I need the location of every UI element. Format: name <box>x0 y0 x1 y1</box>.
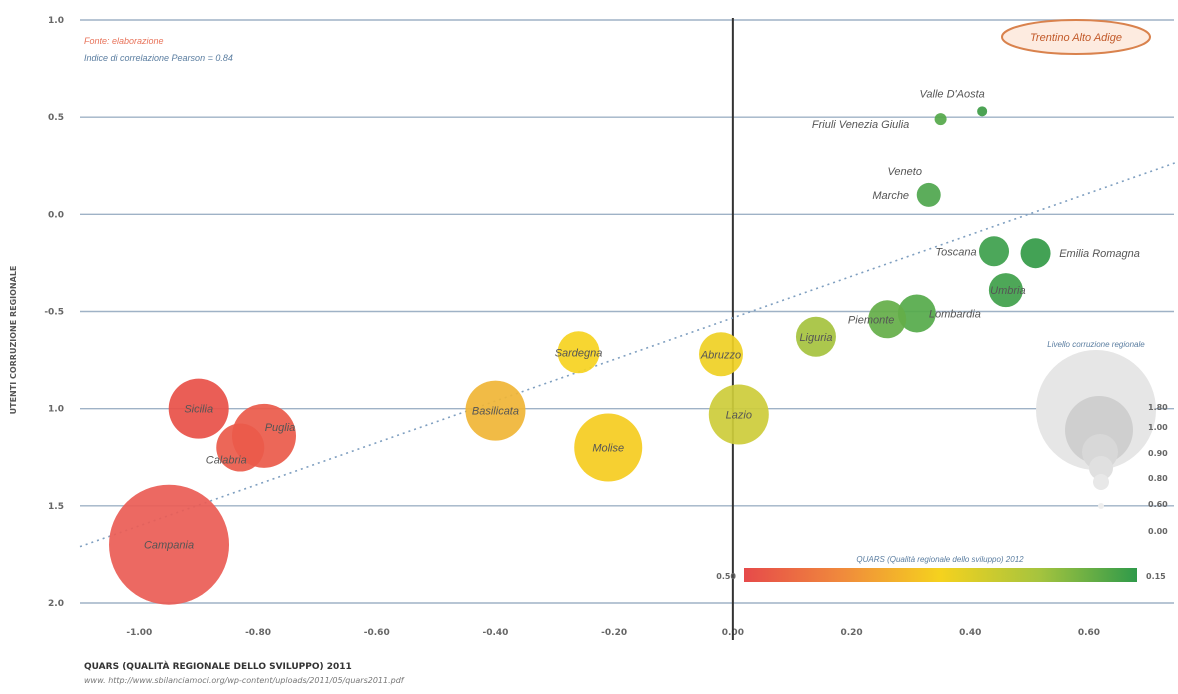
size-legend-value: 1.00 <box>1148 423 1168 432</box>
color-legend-title: QUARS (Qualità regionale dello sviluppo)… <box>856 555 1024 564</box>
bubble-label: Trentino Alto Adige <box>1030 32 1122 44</box>
x-tick-label: -0.20 <box>601 628 627 638</box>
bubble-label: Piemonte <box>848 314 894 326</box>
bubble-label: Abruzzo <box>700 349 741 361</box>
x-tick-label: 0.40 <box>959 628 981 638</box>
bubble-label: Sicilia <box>184 404 213 416</box>
bubble <box>795 316 836 357</box>
bubble <box>574 413 643 482</box>
bubble-label: Basilicata <box>472 406 519 418</box>
bubble <box>465 380 526 441</box>
bubble-label: Toscana <box>935 246 976 258</box>
bubbles <box>109 106 1051 605</box>
bubble <box>1020 238 1051 269</box>
x-tick-label: -0.60 <box>364 628 390 638</box>
bubble-label: Lazio <box>726 409 752 421</box>
bubble <box>977 106 988 117</box>
y-tick-label: 0.5 <box>48 113 64 123</box>
y-axis-ticks: 1.0 0.5 0.0 -0.5 1.0 1.5 2.0 <box>44 16 64 609</box>
color-legend-min: 0.50 <box>716 572 736 581</box>
size-legend-title: Livello corruzione regionale <box>1047 340 1145 349</box>
bubble-label: Veneto <box>887 166 921 178</box>
bubble-labels: Trentino Alto Adige Valle D'Aosta Friuli V… <box>144 19 1151 552</box>
size-legend-value: 1.80 <box>1148 403 1168 412</box>
y-tick-label: 0.0 <box>48 210 64 220</box>
y-tick-label: 1.5 <box>48 502 64 512</box>
bubble <box>168 378 229 439</box>
y-tick-label: 1.0 <box>48 405 64 415</box>
grid-lines <box>80 19 1174 604</box>
x-tick-label: -1.00 <box>126 628 152 638</box>
annotations: Fonte: elaborazione Indice di correlazion… <box>84 36 233 63</box>
size-legend: Livello corruzione regionale 1.80 1.00 0.90… <box>1036 340 1168 536</box>
footer-source: www. http://www.sbilanciamoci.org/wp-con… <box>84 676 404 685</box>
bubble <box>988 273 1023 308</box>
bubble <box>868 300 907 339</box>
bubble-label: Molise <box>592 443 624 455</box>
bubble <box>698 332 743 377</box>
color-legend-bar <box>744 568 1137 582</box>
bubble-label: Valle D'Aosta <box>919 88 984 100</box>
bubble-label: Friuli Venezia Giulia <box>812 119 909 131</box>
bubble-label: Emilia Romagna <box>1059 248 1140 260</box>
x-tick-label: -0.40 <box>482 628 508 638</box>
x-tick-label: -0.80 <box>245 628 271 638</box>
highlight-ellipse <box>1001 19 1151 55</box>
y-tick-label: 2.0 <box>48 599 64 609</box>
size-legend-value: 0.80 <box>1148 474 1168 483</box>
size-legend-value: 0.60 <box>1148 500 1168 509</box>
annotation-pearson: Indice di correlazione Pearson = 0.84 <box>84 53 233 63</box>
footer-title: QUARS (QUALITÀ REGIONALE DELLO SVILUPPO)… <box>84 662 352 672</box>
y-tick-label: -0.5 <box>44 308 64 318</box>
bubble-label: Umbria <box>990 285 1025 297</box>
trendline <box>79 161 1178 548</box>
size-legend-circle <box>1098 503 1104 509</box>
bubble <box>109 484 230 605</box>
bubble-label: Calabria <box>206 455 247 467</box>
color-legend: QUARS (Qualità regionale dello sviluppo)… <box>716 555 1166 582</box>
x-axis-ticks: -1.00-0.80-0.60-0.40-0.200.000.200.400.6… <box>126 628 1100 638</box>
size-legend-circle <box>1089 456 1113 480</box>
x-tick-label: 0.60 <box>1078 628 1100 638</box>
color-legend-max: 0.15 <box>1146 572 1166 581</box>
bubble <box>708 384 769 445</box>
size-legend-circle <box>1093 474 1109 490</box>
size-legend-value: 0.90 <box>1148 449 1168 458</box>
bubble <box>216 423 265 472</box>
size-legend-value: 0.00 <box>1148 527 1168 536</box>
bubble <box>979 236 1010 267</box>
bubble-label: Campania <box>144 540 194 552</box>
bubble <box>916 182 941 207</box>
bubble-label: Sardegna <box>555 347 603 359</box>
bubble-label: Lombardia <box>929 308 981 320</box>
bubble <box>934 113 947 126</box>
y-tick-label: 1.0 <box>48 16 64 26</box>
bubble <box>897 294 936 333</box>
bubble-label: Puglia <box>265 422 296 434</box>
bubble-label: Marche <box>872 190 909 202</box>
bubble <box>557 331 600 374</box>
annotation-source: Fonte: elaborazione <box>84 36 164 46</box>
bubble-label: Liguria <box>799 332 832 344</box>
y-axis-label: UTENTI CORRUZIONE REGIONALE <box>9 266 18 415</box>
x-tick-label: 0.20 <box>840 628 862 638</box>
